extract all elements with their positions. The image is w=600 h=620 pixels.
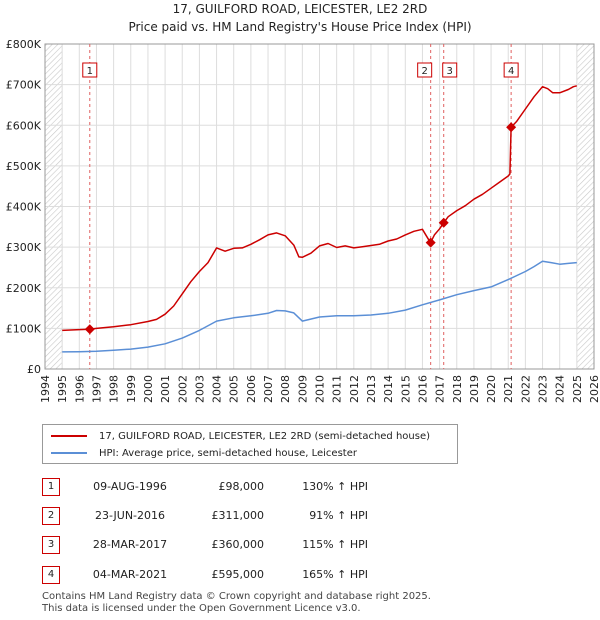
x-tick-label: 2000	[142, 375, 155, 403]
x-tick-label: 2001	[159, 375, 172, 403]
legend-item-hpi: HPI: Average price, semi-detached house,…	[51, 445, 357, 461]
y-tick-label: £0	[27, 363, 41, 376]
x-tick-label: 2010	[314, 375, 327, 403]
x-tick-label: 2018	[451, 375, 464, 403]
transaction-date: 09-AUG-1996	[93, 480, 167, 493]
transaction-date: 23-JUN-2016	[94, 509, 166, 522]
x-tick-label: 2004	[211, 375, 224, 403]
x-tick-label: 1998	[108, 375, 121, 403]
y-tick-label: £100K	[6, 322, 42, 335]
transaction-hpi-change: 115% ↑ HPI	[302, 538, 368, 551]
transaction-date: 04-MAR-2021	[92, 568, 168, 581]
transaction-price: £595,000	[211, 568, 265, 581]
sale-annotation-box	[82, 62, 98, 78]
legend-label-hpi: HPI: Average price, semi-detached house,…	[99, 447, 357, 459]
series-line-hpi	[62, 260, 577, 353]
transaction-price: £311,000	[211, 509, 265, 522]
x-tick-label: 2006	[245, 375, 258, 403]
x-tick-label: 2026	[588, 375, 600, 403]
x-tick-label: 2005	[228, 375, 241, 403]
transaction-price: £360,000	[211, 538, 265, 551]
sale-annotation-box	[417, 62, 433, 78]
table-row: 3 28-MAR-2017 £360,000 115% ↑ HPI	[42, 536, 442, 554]
table-row: 4 04-MAR-2021 £595,000 165% ↑ HPI	[42, 566, 442, 584]
y-tick-label: £800K	[6, 38, 42, 51]
legend-swatch-property	[51, 435, 87, 437]
chart-legend: 17, GUILFORD ROAD, LEICESTER, LE2 2RD (s…	[42, 424, 458, 464]
legend-swatch-hpi	[51, 452, 87, 454]
x-tick-label: 2025	[571, 375, 584, 403]
x-tick-label: 2007	[262, 375, 275, 403]
sale-point	[506, 122, 517, 133]
y-tick-label: £500K	[6, 160, 42, 173]
transaction-number-badge: 2	[42, 507, 60, 525]
series-line-property	[62, 85, 577, 332]
x-tick-label: 2016	[416, 375, 429, 403]
footer-licence: This data is licensed under the Open Gov…	[42, 603, 361, 614]
y-tick-label: £600K	[6, 119, 42, 132]
sale-annotation-box	[442, 62, 458, 78]
table-row: 2 23-JUN-2016 £311,000 91% ↑ HPI	[42, 507, 442, 525]
x-tick-label: 1995	[56, 375, 69, 403]
transaction-price: £98,000	[218, 480, 265, 493]
transaction-hpi-change: 91% ↑ HPI	[309, 509, 368, 522]
x-tick-label: 2011	[331, 375, 344, 403]
sale-annotation-box	[503, 62, 519, 78]
x-tick-label: 2019	[468, 375, 481, 403]
x-tick-label: 1997	[90, 375, 103, 403]
sale-annotation-label: 1	[87, 66, 93, 77]
x-tick-label: 2008	[279, 375, 292, 403]
footer-copyright: Contains HM Land Registry data © Crown c…	[42, 591, 431, 602]
x-tick-label: 2023	[537, 375, 550, 403]
x-tick-label: 2021	[502, 375, 515, 403]
x-tick-label: 2012	[348, 375, 361, 403]
plot-frame	[44, 43, 595, 370]
chart-subtitle: Price paid vs. HM Land Registry's House …	[128, 20, 472, 34]
sale-point	[425, 237, 436, 248]
sale-point	[84, 324, 95, 335]
legend-label-property: 17, GUILFORD ROAD, LEICESTER, LE2 2RD (s…	[99, 430, 431, 442]
x-tick-label: 1999	[125, 375, 138, 403]
y-tick-label: £200K	[6, 282, 42, 295]
footer-attribution: Contains HM Land Registry data © Crown c…	[42, 591, 431, 615]
chart-title: 17, GUILFORD ROAD, LEICESTER, LE2 2RD	[172, 2, 428, 16]
transaction-number-badge: 4	[42, 566, 60, 584]
x-tick-label: 2002	[176, 375, 189, 403]
y-tick-label: £700K	[6, 79, 42, 92]
x-tick-label: 2020	[485, 375, 498, 403]
x-tick-label: 1994	[39, 375, 52, 403]
x-tick-label: 2017	[434, 375, 447, 403]
x-tick-label: 2014	[382, 375, 395, 403]
transaction-hpi-change: 130% ↑ HPI	[302, 480, 368, 493]
transaction-hpi-change: 165% ↑ HPI	[302, 568, 368, 581]
transaction-number-badge: 3	[42, 536, 60, 554]
x-tick-label: 2015	[399, 375, 412, 403]
transaction-number-badge: 1	[42, 478, 60, 496]
transaction-date: 28-MAR-2017	[92, 538, 168, 551]
y-tick-label: £300K	[6, 241, 42, 254]
y-tick-label: £400K	[6, 201, 42, 214]
x-tick-label: 2013	[365, 375, 378, 403]
x-tick-label: 1996	[73, 375, 86, 403]
sale-annotation-label: 4	[508, 66, 514, 77]
price-chart: £0 £100K £200K £300K £400K £500K £600K £700K £80…	[6, 38, 600, 403]
sale-annotation-label: 2	[421, 66, 427, 77]
x-tick-label: 2003	[193, 375, 206, 403]
x-tick-label: 2024	[554, 375, 567, 403]
legend-item-property: 17, GUILFORD ROAD, LEICESTER, LE2 2RD (s…	[51, 428, 430, 444]
x-tick-label: 2022	[519, 375, 532, 403]
sale-annotation-label: 3	[447, 66, 453, 77]
x-tick-label: 2009	[296, 375, 309, 403]
sale-point	[438, 217, 449, 228]
table-row: 1 09-AUG-1996 £98,000 130% ↑ HPI	[42, 478, 442, 496]
